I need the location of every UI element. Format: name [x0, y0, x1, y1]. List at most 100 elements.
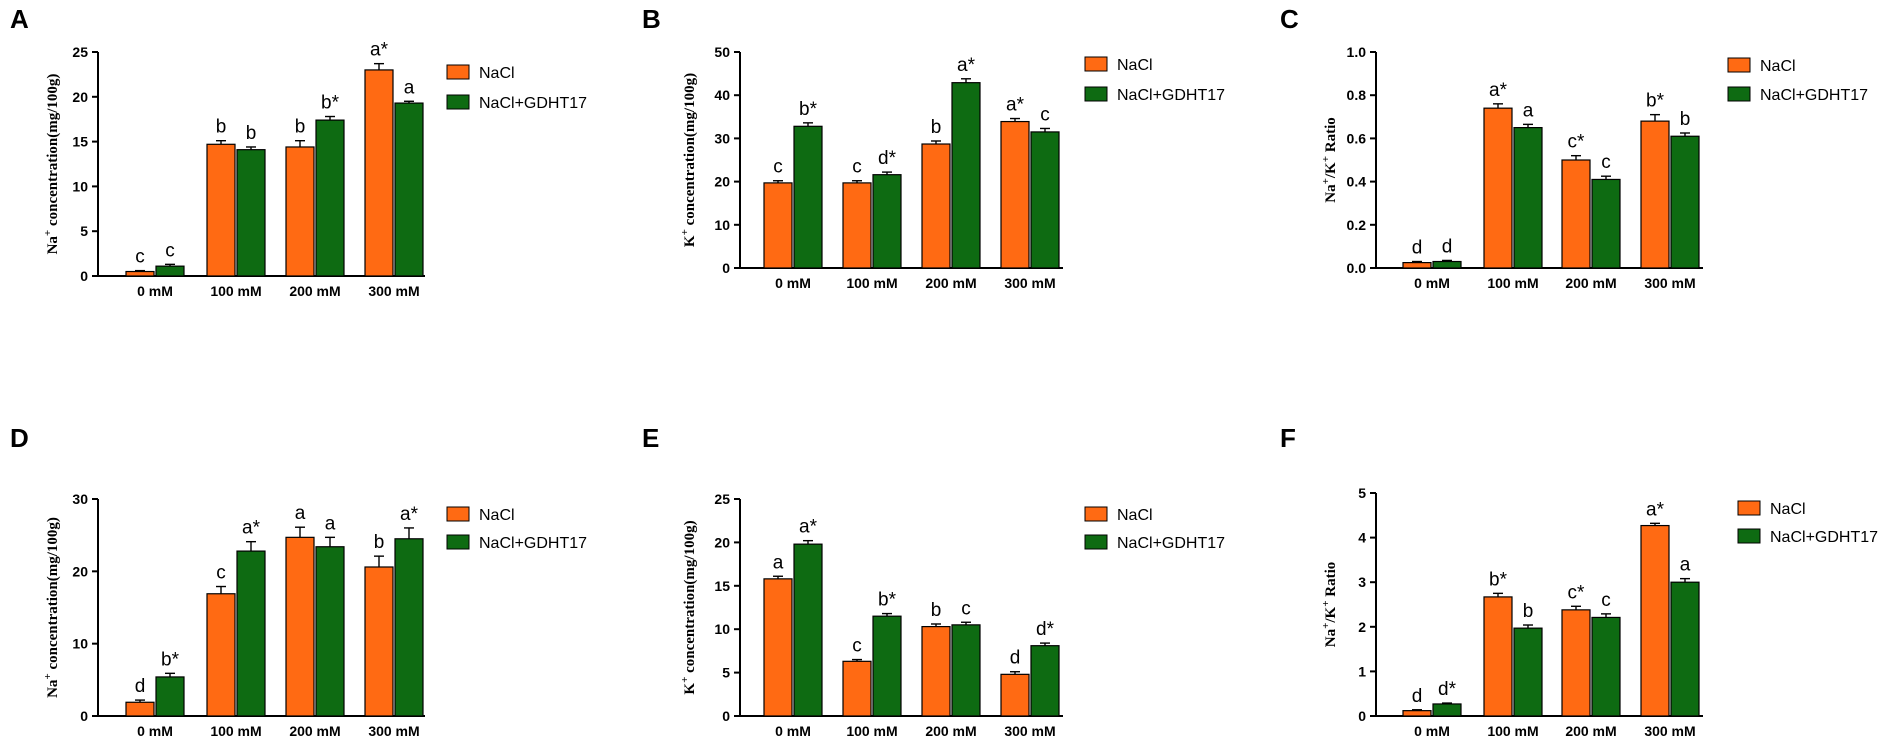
- x-category-label: 100 mM: [846, 275, 897, 291]
- bar-nacl-f-3: [1640, 524, 1670, 717]
- significance-label: b: [931, 117, 942, 138]
- legend-swatch-nacl-gdht17: [446, 94, 470, 110]
- legend-label-nacl: NaCl: [479, 507, 515, 524]
- y-tick-label: 0.2: [1347, 217, 1367, 233]
- significance-label: a*: [400, 504, 419, 525]
- significance-label: a*: [799, 517, 818, 538]
- legend-swatch-nacl: [446, 64, 470, 80]
- x-category-label: 0 mM: [1414, 275, 1450, 291]
- y-tick-label: 0: [722, 708, 730, 724]
- x-category-label: 200 mM: [289, 283, 340, 299]
- x-category-label: 200 mM: [925, 275, 976, 291]
- legend-swatch-nacl-gdht17: [1727, 86, 1751, 102]
- chart-panel-b: B 0 10 20 30 40 50 K+ concentration(mg/100g) 0 m…: [642, 4, 1225, 291]
- significance-label: c: [1040, 104, 1050, 125]
- significance-label: c: [1601, 152, 1611, 173]
- significance-label: a: [325, 513, 336, 534]
- legend-label-nacl: NaCl: [1760, 58, 1796, 75]
- x-category-label: 0 mM: [775, 275, 811, 291]
- bar-nacl-f-0: [1402, 710, 1432, 717]
- significance-label: c: [852, 636, 862, 657]
- bar-nacl-gdht17-f-3: [1670, 581, 1700, 717]
- panel-letter-a: A: [10, 4, 29, 34]
- y-tick-label: 0: [1358, 708, 1366, 724]
- bar-nacl-gdht17-f-0: [1432, 703, 1462, 717]
- significance-label: b*: [799, 99, 818, 120]
- significance-label: c: [1601, 590, 1611, 611]
- significance-label: a*: [1489, 80, 1508, 101]
- y-tick-label: 15: [714, 578, 730, 594]
- significance-label: a: [1523, 100, 1534, 121]
- significance-label: c*: [1568, 132, 1586, 153]
- significance-label: b: [931, 600, 942, 621]
- bar-nacl-d-1: [206, 593, 236, 717]
- y-tick-label: 15: [72, 134, 88, 150]
- legend-label-nacl-gdht17: NaCl+GDHT17: [1117, 87, 1225, 104]
- y-tick-label: 0: [722, 260, 730, 276]
- bar-nacl-e-0: [763, 578, 793, 717]
- x-category-label: 0 mM: [775, 723, 811, 739]
- panel-letter-e: E: [642, 423, 659, 453]
- y-tick-label: 0.6: [1347, 130, 1367, 146]
- significance-label: c: [216, 563, 226, 584]
- legend-label-nacl-gdht17: NaCl+GDHT17: [1117, 535, 1225, 552]
- bar-nacl-e-3: [1000, 673, 1030, 717]
- significance-label: d*: [1438, 679, 1457, 700]
- x-category-label: 100 mM: [1487, 275, 1538, 291]
- bar-nacl-d-0: [125, 701, 155, 717]
- bar-nacl-f-1: [1483, 596, 1513, 717]
- legend-label-nacl: NaCl: [1117, 507, 1153, 524]
- legend-swatch-nacl: [1727, 57, 1751, 73]
- y-axis-label: Na+ concentration(mg/100g): [42, 517, 61, 698]
- panel-letter-f: F: [1280, 423, 1296, 453]
- y-tick-label: 3: [1358, 574, 1366, 590]
- significance-label: b*: [878, 590, 897, 611]
- significance-label: b*: [1646, 91, 1665, 112]
- bar-nacl-a-2: [285, 146, 315, 277]
- x-category-label: 300 mM: [1004, 275, 1055, 291]
- chart-panel-f: F 0 1 2 3 4 5 Na+/K+ Ratio 0 mM d d* 100 mM b* b 200 m…: [1280, 423, 1878, 739]
- legend-swatch-nacl: [1084, 506, 1108, 522]
- bar-nacl-gdht17-a-3: [394, 102, 424, 277]
- y-axis-label: K+ concentration(mg/100g): [679, 520, 698, 694]
- x-category-label: 200 mM: [1565, 723, 1616, 739]
- chart-panel-a: A 0 5 10 15 20 25 Na+ concentration(mg/100g) 0 m…: [10, 4, 587, 299]
- panel-letter-b: B: [642, 4, 661, 34]
- legend-label-nacl-gdht17: NaCl+GDHT17: [1760, 87, 1868, 104]
- legend-label-nacl: NaCl: [1770, 501, 1806, 518]
- x-category-label: 0 mM: [137, 723, 173, 739]
- x-category-label: 200 mM: [925, 723, 976, 739]
- significance-label: a: [404, 77, 415, 98]
- significance-label: c: [773, 157, 783, 178]
- panel-letter-c: C: [1280, 4, 1299, 34]
- bar-nacl-e-2: [921, 625, 951, 717]
- y-tick-label: 5: [1358, 485, 1366, 501]
- bar-nacl-gdht17-b-1: [872, 174, 902, 269]
- y-tick-label: 20: [72, 563, 88, 579]
- bar-nacl-b-3: [1000, 120, 1030, 269]
- bar-nacl-gdht17-a-1: [236, 149, 266, 277]
- y-tick-label: 10: [714, 621, 730, 637]
- legend-label-nacl-gdht17: NaCl+GDHT17: [479, 535, 587, 552]
- y-tick-label: 0.8: [1347, 87, 1367, 103]
- legend-swatch-nacl-gdht17: [1084, 534, 1108, 550]
- x-category-label: 100 mM: [1487, 723, 1538, 739]
- y-tick-label: 20: [72, 89, 88, 105]
- bar-nacl-gdht17-e-3: [1030, 645, 1060, 717]
- bar-nacl-gdht17-d-2: [315, 546, 345, 717]
- y-tick-label: 5: [80, 223, 88, 239]
- y-tick-label: 0: [80, 708, 88, 724]
- x-category-label: 100 mM: [210, 723, 261, 739]
- bar-nacl-d-2: [285, 536, 315, 717]
- x-category-label: 300 mM: [1004, 723, 1055, 739]
- x-category-label: 0 mM: [1414, 723, 1450, 739]
- bar-nacl-a-3: [364, 69, 394, 277]
- bar-nacl-gdht17-d-3: [394, 538, 424, 717]
- legend-swatch-nacl-gdht17: [446, 534, 470, 550]
- y-axis-label: Na+ concentration(mg/100g): [42, 74, 61, 255]
- y-tick-label: 30: [72, 491, 88, 507]
- bar-nacl-a-0: [125, 270, 155, 277]
- x-category-label: 300 mM: [1644, 275, 1695, 291]
- bar-nacl-c-3: [1640, 120, 1670, 269]
